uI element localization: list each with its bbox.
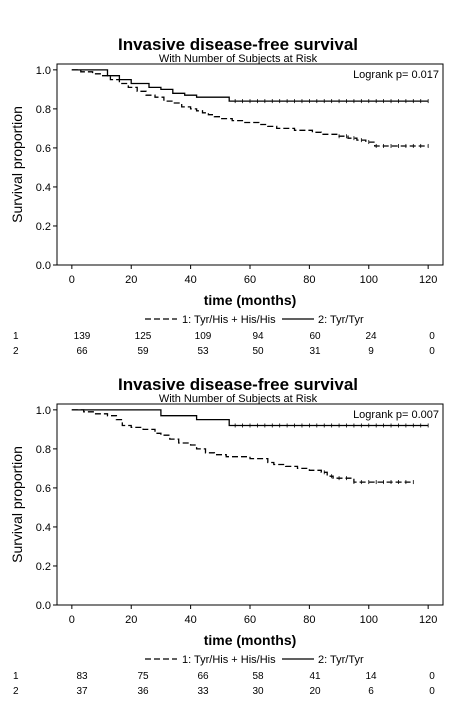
risk-count: 24 [365, 331, 377, 342]
y-tick-label: 1.0 [36, 405, 51, 417]
logrank-annotation: Logrank p= 0.007 [353, 409, 439, 421]
risk-count: 139 [74, 331, 91, 342]
logrank-annotation: Logrank p= 0.017 [353, 69, 439, 81]
x-tick-label: 80 [303, 274, 315, 286]
survival-curve-1 [71, 69, 429, 147]
x-tick-label: 0 [69, 274, 75, 286]
plot-frame [56, 63, 444, 266]
risk-count: 0 [429, 686, 435, 697]
chart-title: Invasive disease-free survival [118, 375, 358, 394]
risk-count: 37 [76, 686, 88, 697]
survival-curve-2 [71, 69, 429, 102]
survival-curve-1 [71, 409, 414, 483]
risk-count: 36 [137, 686, 149, 697]
risk-count: 31 [309, 346, 321, 357]
y-tick-label: 0.0 [36, 260, 51, 272]
x-tick-label: 120 [419, 614, 437, 626]
risk-count: 94 [252, 331, 264, 342]
chart-legend: 1: Tyr/His + His/His 2: Tyr/Tyr [145, 654, 364, 666]
risk-count: 0 [429, 671, 435, 682]
y-tick-label: 1.0 [36, 65, 51, 77]
plot-frame [56, 403, 444, 606]
x-tick-label: 0 [69, 614, 75, 626]
chart-title: Invasive disease-free survival [118, 35, 358, 54]
risk-count: 58 [252, 671, 264, 682]
x-tick-label: 120 [419, 274, 437, 286]
risk-table: 1 83 75 66 58 41 14 0 2 37 36 33 30 20 6 0 [13, 671, 435, 697]
x-axis-label: time (months) [204, 632, 297, 648]
risk-count: 20 [309, 686, 321, 697]
x-tick-label: 60 [244, 274, 256, 286]
x-tick-label: 60 [244, 614, 256, 626]
y-tick-label: 0.6 [36, 483, 51, 495]
risk-count: 41 [309, 671, 321, 682]
x-tick-label: 20 [125, 614, 137, 626]
risk-count: 9 [368, 346, 374, 357]
y-tick-label: 0.2 [36, 221, 51, 233]
x-tick-label: 100 [360, 614, 378, 626]
y-tick-label: 0.4 [36, 522, 51, 534]
risk-row-label: 2 [13, 686, 19, 697]
chart-subtitle: With Number of Subjects at Risk [159, 393, 318, 405]
risk-count: 6 [368, 686, 374, 697]
risk-count: 30 [252, 686, 264, 697]
risk-count: 14 [365, 671, 377, 682]
risk-count: 83 [76, 671, 88, 682]
risk-table: 1 139 125 109 94 60 24 0 2 66 59 53 50 31 9 0 [13, 331, 435, 357]
risk-count: 109 [195, 331, 212, 342]
risk-count: 66 [197, 671, 209, 682]
y-tick-label: 0.4 [36, 182, 51, 194]
risk-row-label: 1 [13, 671, 19, 682]
x-axis-label: time (months) [204, 292, 297, 308]
legend-label-1: 1: Tyr/His + His/His [182, 314, 276, 326]
risk-count: 60 [309, 331, 321, 342]
risk-count: 0 [429, 331, 435, 342]
y-tick-label: 0.0 [36, 600, 51, 612]
risk-count: 125 [135, 331, 152, 342]
chart-legend: 1: Tyr/His + His/His 2: Tyr/Tyr [145, 314, 364, 326]
x-tick-label: 80 [303, 614, 315, 626]
risk-count: 53 [197, 346, 209, 357]
chart-subtitle: With Number of Subjects at Risk [159, 53, 318, 65]
risk-count: 75 [137, 671, 149, 682]
y-tick-label: 0.2 [36, 561, 51, 573]
legend-label-2: 2: Tyr/Tyr [318, 314, 364, 326]
risk-row-label: 2 [13, 346, 19, 357]
x-tick-label: 100 [360, 274, 378, 286]
risk-count: 0 [429, 346, 435, 357]
x-tick-label: 40 [184, 274, 196, 286]
y-tick-label: 0.6 [36, 143, 51, 155]
x-tick-label: 40 [184, 614, 196, 626]
y-tick-label: 0.8 [36, 444, 51, 456]
risk-count: 50 [252, 346, 264, 357]
x-tick-label: 20 [125, 274, 137, 286]
risk-count: 66 [76, 346, 88, 357]
risk-row-label: 1 [13, 331, 19, 342]
risk-count: 33 [197, 686, 209, 697]
y-tick-label: 0.8 [36, 104, 51, 116]
legend-label-2: 2: Tyr/Tyr [318, 654, 364, 666]
legend-label-1: 1: Tyr/His + His/His [182, 654, 276, 666]
y-axis-label: Survival proportion [9, 446, 25, 563]
y-axis-label: Survival proportion [9, 106, 25, 223]
risk-count: 59 [137, 346, 149, 357]
